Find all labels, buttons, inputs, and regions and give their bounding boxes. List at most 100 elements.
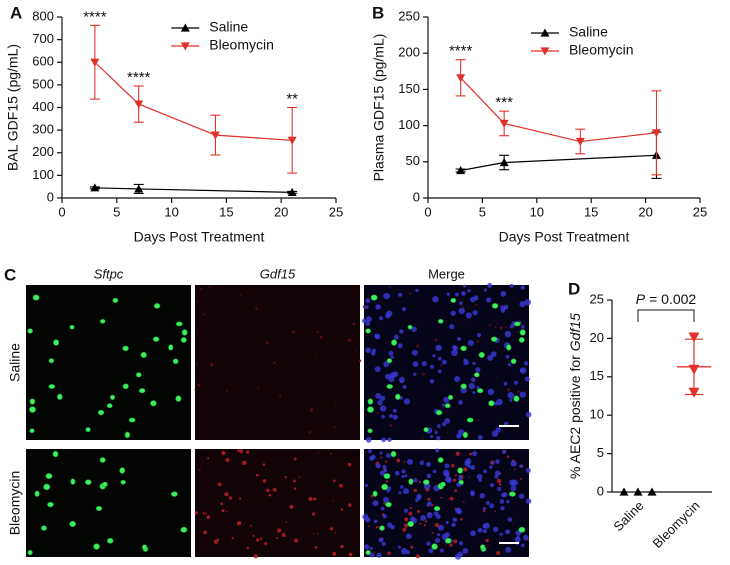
red-signal [496,478,502,484]
cell [48,384,56,389]
red-signal [422,372,425,376]
red-signal [396,458,401,463]
nucleus [441,403,446,407]
red-signal [460,517,463,521]
nucleus [502,492,508,498]
red-signal [451,463,455,468]
cell [85,427,91,433]
legend-marker [180,42,190,51]
cell [29,428,35,434]
nucleus [524,361,529,366]
cell [480,544,486,550]
red-signal [403,460,406,463]
nucleus [379,451,383,455]
nucleus [400,379,404,384]
nucleus [499,499,505,504]
marker [688,332,700,343]
red-signal [225,457,230,463]
nucleus [470,530,476,537]
red-signal [196,300,199,303]
red-signal [316,532,319,535]
x-tick-label: 5 [113,204,120,219]
red-signal [314,545,318,549]
nucleus [436,424,441,428]
cell [124,431,131,439]
nucleus [434,430,438,435]
cell [367,428,373,434]
cell [29,398,36,405]
red-signal [259,537,263,540]
nucleus [451,522,456,528]
cell [385,501,392,508]
red-signal [308,430,311,434]
nucleus [370,454,376,460]
nucleus [509,324,514,329]
nucleus [450,310,456,316]
nucleus [397,545,401,549]
cell [168,344,174,351]
red-signal [311,512,316,516]
red-signal [194,389,197,391]
significance: ** [286,90,298,107]
cell [32,294,40,301]
nucleus [522,534,529,541]
cell [27,549,33,556]
red-signal [499,326,503,330]
error-bar [685,338,703,396]
red-signal [463,500,465,503]
red-signal [454,474,457,477]
red-signal [289,504,294,509]
column-label: Gdf15 [260,266,296,281]
red-signal [370,494,374,498]
nucleus [505,529,511,535]
nucleus [487,282,493,288]
nucleus [413,478,418,483]
nucleus [382,464,387,469]
red-signal [279,394,282,397]
red-signal [453,539,458,544]
nucleus [519,368,524,373]
nucleus [377,400,383,406]
nucleus [482,506,487,511]
red-signal [245,450,250,454]
nucleus [394,471,400,476]
nucleus [519,464,523,468]
red-signal [319,335,323,339]
nucleus [494,474,499,479]
nucleus [434,537,441,544]
nucleus [381,541,386,547]
nucleus [385,313,391,319]
nucleus [436,533,441,537]
nucleus [364,305,369,309]
red-signal [262,479,267,483]
cell [181,329,188,336]
red-signal [200,288,203,291]
red-signal [446,431,449,434]
nucleus [454,375,461,382]
x-tick-label: 10 [164,204,178,219]
red-signal [383,502,386,505]
red-signal [413,488,417,493]
red-signal [494,326,497,329]
red-signal [352,322,356,326]
y-tick-label: 20 [590,330,604,345]
red-signal [498,483,502,486]
nucleus [387,437,392,442]
y-tick-label: 25 [590,291,604,306]
nucleus [478,478,482,482]
nucleus [503,381,508,386]
cell [170,491,178,497]
nucleus [441,421,447,427]
x-tick-label: 10 [530,204,544,219]
nucleus [491,461,495,465]
nucleus [500,506,505,511]
nucleus [392,414,398,420]
red-signal [355,351,357,353]
significance: **** [83,8,107,25]
nucleus [510,485,517,492]
red-signal [463,319,465,321]
nucleus [461,291,466,296]
marker [90,58,100,67]
red-signal [221,509,225,513]
